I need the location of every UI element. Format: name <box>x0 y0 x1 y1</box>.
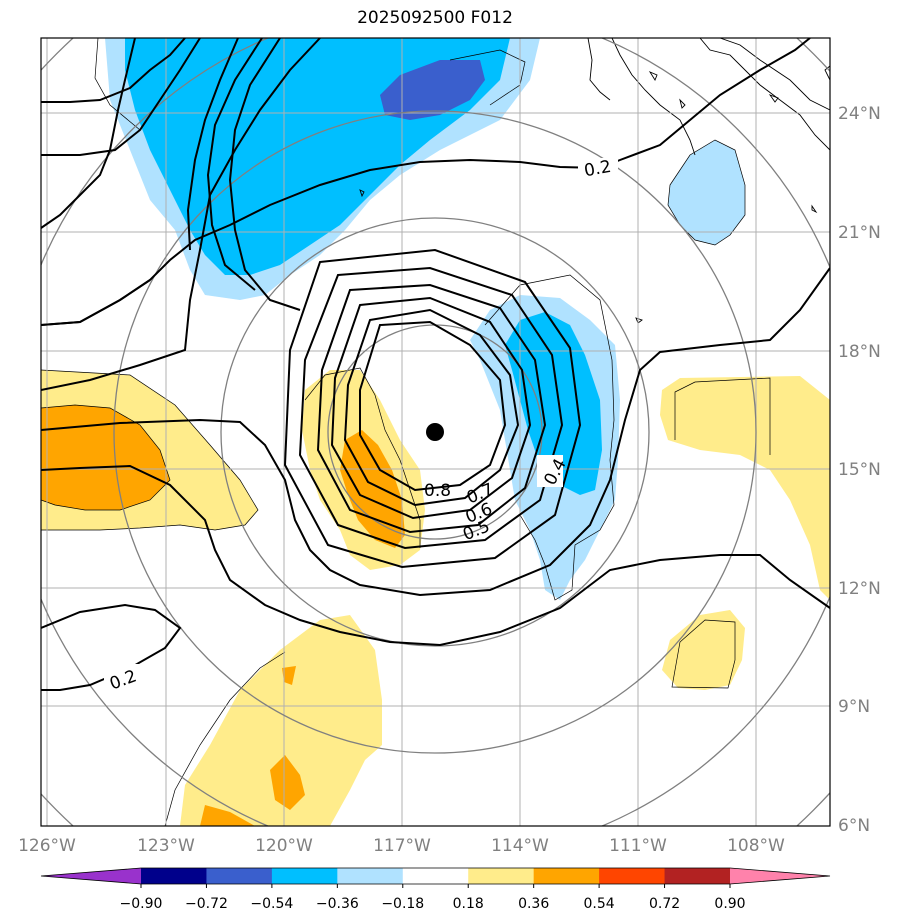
lon-label-126w: 126°W <box>18 836 76 856</box>
colorbar-tick-label: −0.72 <box>185 896 228 912</box>
contour-label-07: 0.7 <box>464 480 497 509</box>
lon-label-120w: 120°W <box>255 836 313 856</box>
lon-label-117w: 117°W <box>373 836 431 856</box>
colorbar-segment <box>402 868 469 884</box>
colorbar-tick-label: 0.36 <box>518 896 549 912</box>
colorbar-tick-label: −0.36 <box>316 896 359 912</box>
colorbar-tick-label: 0.72 <box>649 896 680 912</box>
contour-label-top: 0.2 <box>583 157 613 181</box>
colorbar-segment <box>664 868 731 884</box>
lat-label-24n: 24°N <box>838 104 881 124</box>
map-title: 2025092500 F012 <box>357 8 513 28</box>
colorbar-segment <box>533 868 600 884</box>
lon-label-108w: 108°W <box>727 836 785 856</box>
colorbar-segment <box>337 868 404 884</box>
latitude-labels: 24°N 21°N 18°N 15°N 12°N 9°N 6°N <box>838 104 881 836</box>
colorbar-labels: −0.90 −0.72 −0.54 −0.36 −0.18 0.18 0.36 0.54 0.7… <box>120 884 746 912</box>
lat-label-15n: 15°N <box>838 460 881 480</box>
bold-contours <box>41 38 830 691</box>
colorbar-tick-label: −0.54 <box>250 896 293 912</box>
contour-label-08: 0.8 <box>424 481 451 501</box>
colorbar-segment <box>468 868 535 884</box>
colorbar-tick-label: −0.18 <box>381 896 424 912</box>
colorbar-segment <box>141 868 207 884</box>
colorbar-segment <box>599 868 666 884</box>
lon-label-123w: 123°W <box>137 836 195 856</box>
coastline <box>359 38 830 324</box>
lat-label-12n: 12°N <box>838 579 881 599</box>
lat-label-6n: 6°N <box>838 816 870 836</box>
storm-center-marker <box>426 423 444 441</box>
lat-label-18n: 18°N <box>838 342 881 362</box>
longitude-labels: 126°W 123°W 120°W 117°W 114°W 111°W 108°… <box>18 836 785 856</box>
negative-shading <box>105 38 745 600</box>
lat-label-9n: 9°N <box>838 697 870 717</box>
lat-label-21n: 21°N <box>838 223 881 243</box>
colorbar-segment <box>271 868 338 884</box>
colorbar-tick-label: 0.90 <box>714 896 745 912</box>
colorbar-extend-high <box>730 868 830 884</box>
map-frame <box>40 37 831 827</box>
colorbar <box>40 867 831 885</box>
colorbar-tick-label: 0.54 <box>584 896 615 912</box>
colorbar-tick-label: −0.90 <box>120 896 163 912</box>
colorbar-segment <box>206 868 273 884</box>
colorbar-tick-label: 0.18 <box>453 896 484 912</box>
colorbar-extend-low <box>41 868 141 884</box>
lon-label-111w: 111°W <box>609 836 667 856</box>
lon-label-114w: 114°W <box>491 836 549 856</box>
